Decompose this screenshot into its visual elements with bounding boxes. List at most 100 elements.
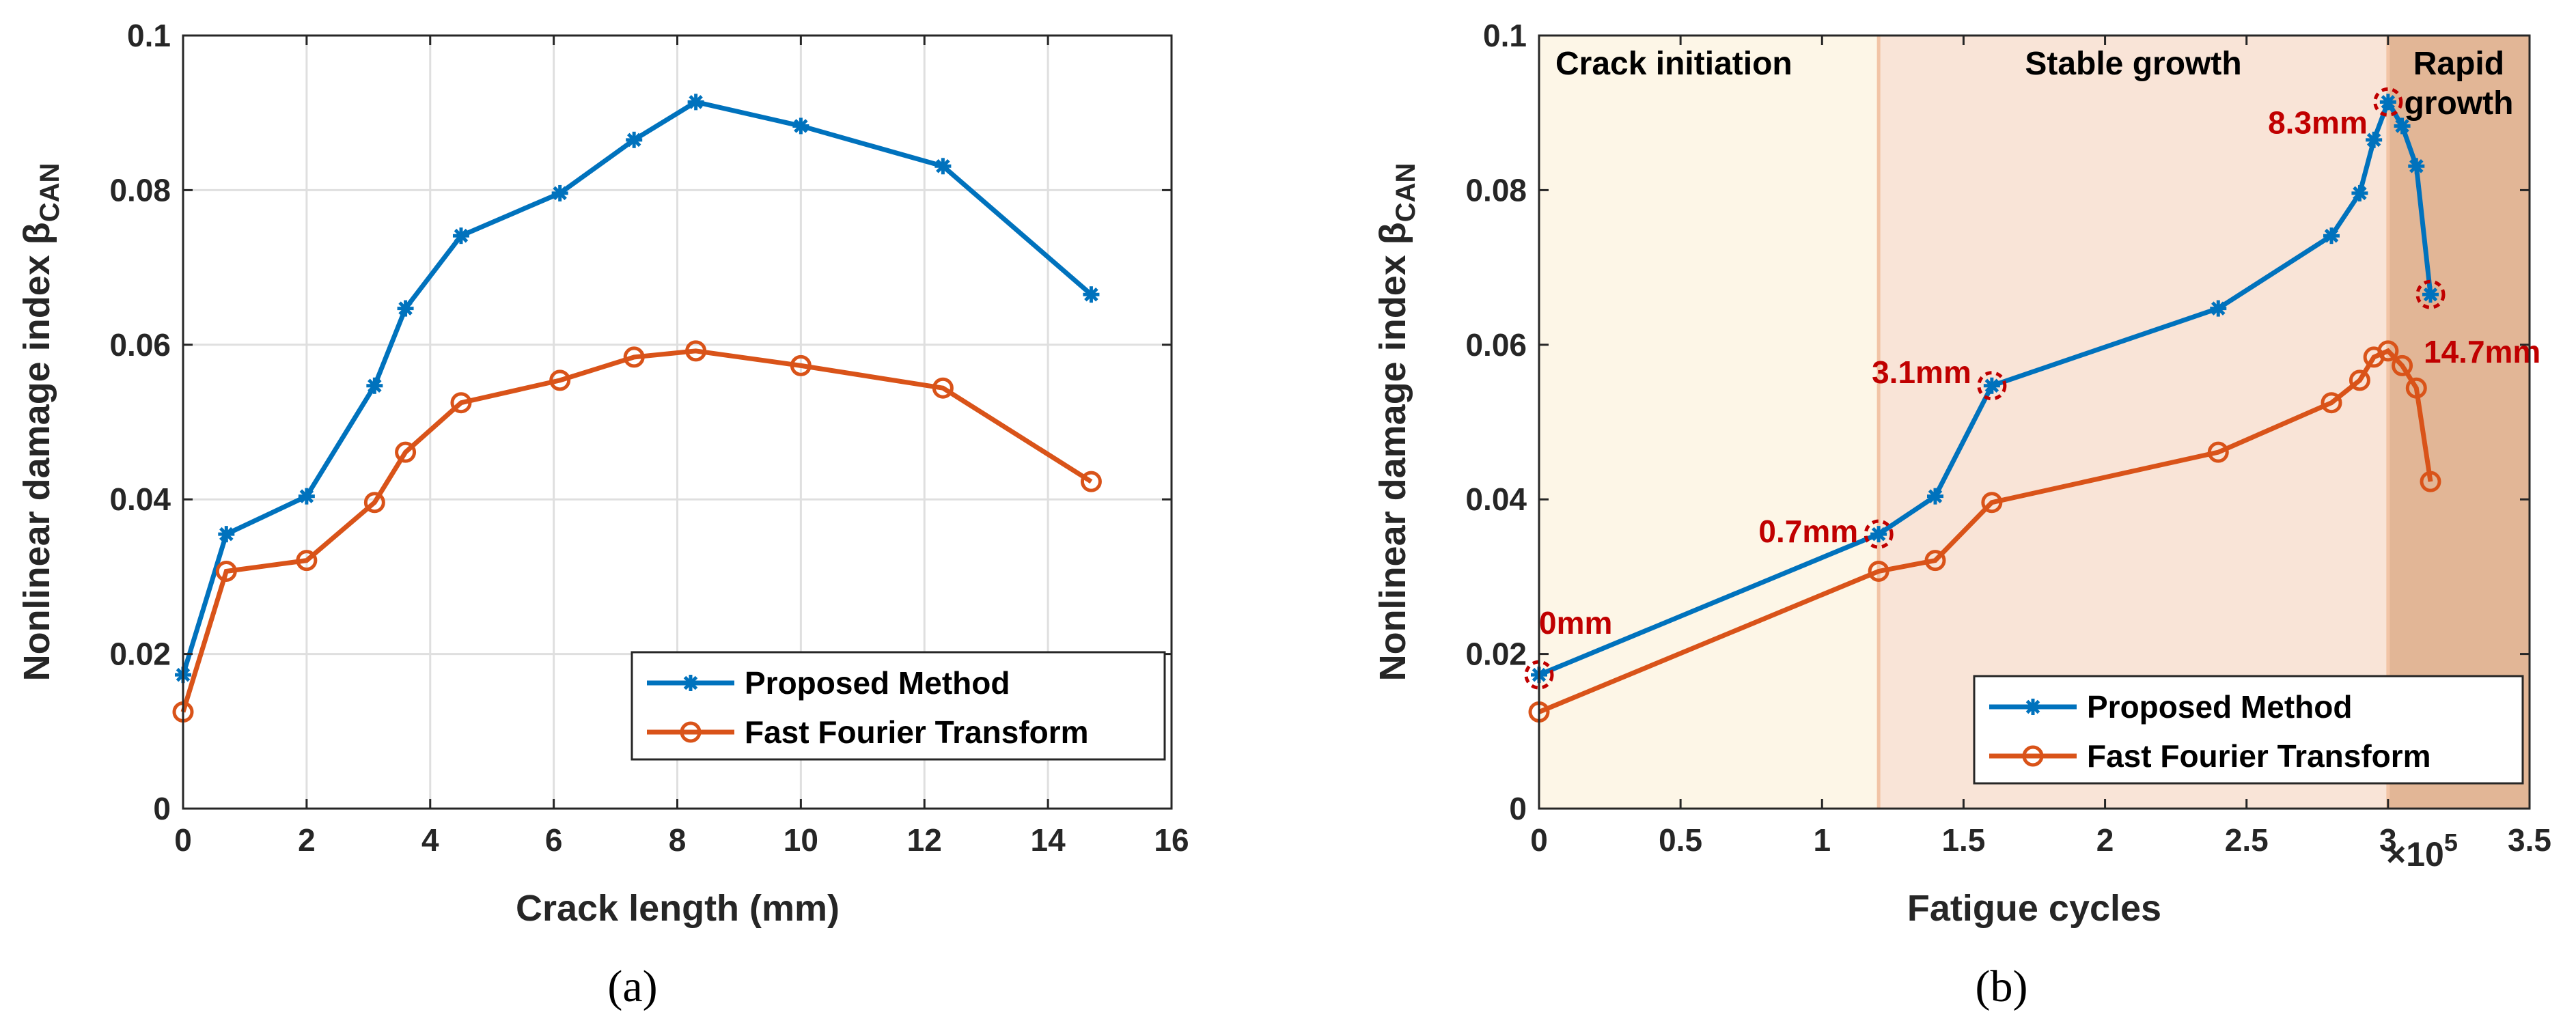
chart-b: Crack initiation Stable growth Rapidgrowth… bbox=[1372, 18, 2551, 1011]
chart-b-x-tick-label-5: 2.5 bbox=[2225, 822, 2269, 858]
chart-a-legend-marker-1 bbox=[680, 721, 702, 743]
chart-b-y-tick-label-2: 0.04 bbox=[1465, 481, 1527, 517]
chart-b-annotation-label-3: 8.3mm bbox=[2268, 104, 2368, 140]
chart-a-series-1-point-9 bbox=[790, 354, 812, 376]
chart-b-series-1-point-6 bbox=[2349, 369, 2370, 391]
chart-b-series-1-point-10 bbox=[2405, 377, 2427, 399]
chart-a-series-0-point-9 bbox=[792, 117, 809, 135]
chart-b-legend: Proposed Method Fast Fourier Transform bbox=[1973, 675, 2524, 785]
chart-b-y-label: Nonlinear damage index βCAN bbox=[1372, 163, 1421, 682]
chart-a-series-1-point-5 bbox=[450, 392, 472, 414]
chart-b-x-tick-label-6: 3 bbox=[2379, 822, 2397, 858]
chart-b-annotation-label-2: 3.1mm bbox=[1872, 354, 1971, 390]
chart-a-plot-area bbox=[172, 94, 1102, 723]
chart-a-series-0-point-6-stroke bbox=[553, 186, 567, 201]
chart-a-x-tick-label-1: 2 bbox=[298, 822, 316, 858]
chart-a-legend-box bbox=[631, 651, 1166, 761]
chart-b-region-label-0-0: Crack initiation bbox=[1555, 46, 1792, 82]
chart-a-series-0-point-6 bbox=[551, 184, 568, 201]
chart-a-series-0-point-10 bbox=[934, 158, 952, 175]
chart-b-legend-label-0: Proposed Method bbox=[2087, 689, 2352, 725]
chart-b-series-0-point-4-stroke bbox=[2211, 301, 2226, 316]
chart-b-annotation-circle-1 bbox=[1864, 519, 1894, 549]
chart-a-x-tick-label-0: 0 bbox=[174, 822, 192, 858]
chart-a-x-tick-label-6: 12 bbox=[907, 822, 942, 858]
chart-a-series-1-point-11 bbox=[1080, 471, 1102, 492]
chart-a-series-0-point-5 bbox=[452, 227, 469, 244]
chart-a-y-tick-label-5: 0.1 bbox=[127, 18, 171, 53]
chart-a-series-1-point-6 bbox=[549, 369, 571, 391]
chart-a-x-tick-label-8: 16 bbox=[1154, 822, 1189, 858]
chart-a-series-0-point-2-stroke bbox=[299, 489, 314, 503]
chart-b-x-tick-label-7: 3.5 bbox=[2508, 822, 2551, 858]
chart-a-caption: (a) bbox=[607, 962, 657, 1011]
chart-b-series-1-point-11 bbox=[2420, 471, 2441, 492]
chart-a-series-0-point-11 bbox=[1083, 286, 1100, 303]
chart-a-y-label-subscript: CAN bbox=[35, 163, 65, 223]
chart-b-series-1-point-9 bbox=[2392, 354, 2413, 376]
chart-a-series-line-0 bbox=[180, 99, 1093, 676]
chart-a-gridlines bbox=[182, 34, 1173, 810]
chart-a-series-0-point-3 bbox=[366, 377, 383, 394]
chart-a-legend: Proposed Method Fast Fourier Transform bbox=[631, 651, 1166, 761]
chart-b-region-label-1-0: Stable growth bbox=[2025, 46, 2241, 82]
chart-b-series-0-point-6-stroke bbox=[2353, 186, 2367, 201]
chart-a: 0 2 4 6 8 10 12 14 16 0 0.02 0.04 0.06 0.08 0.1 Propos… bbox=[16, 18, 1189, 1011]
chart-a-series-0-point-4-stroke bbox=[398, 301, 413, 316]
chart-a-y-tick-label-1: 0.02 bbox=[109, 637, 171, 672]
chart-b-series-0-point-1-stroke bbox=[1871, 527, 1886, 542]
chart-b-plot-area bbox=[1528, 94, 2441, 723]
chart-a-legend-marker-0-stroke bbox=[683, 675, 698, 690]
chart-a-series-0-point-3-stroke bbox=[368, 378, 382, 393]
chart-a-x-tick-label-2: 4 bbox=[421, 822, 439, 858]
chart-a-legend-label-0: Proposed Method bbox=[745, 665, 1010, 701]
chart-b-annotation-circle-4 bbox=[2415, 279, 2446, 309]
chart-b-region-0 bbox=[1539, 36, 1879, 809]
chart-b-x-tick-label-2: 1 bbox=[1813, 822, 1831, 858]
chart-b-annotation-label-0: 0mm bbox=[1539, 605, 1612, 641]
chart-b-x-multiplier-exponent: 5 bbox=[2444, 828, 2458, 856]
chart-a-y-tick-label-2: 0.04 bbox=[109, 481, 171, 517]
chart-a-series-1-point-4 bbox=[395, 441, 417, 463]
chart-b-ticks: 0 0.5 1 1.5 2 2.5 3 3.5 0 0.02 0.04 0.06 0.08 0.1 bbox=[1465, 18, 2551, 858]
chart-a-series-0-point-2 bbox=[298, 488, 315, 505]
chart-b-series-0-point-9 bbox=[2394, 117, 2411, 135]
chart-a-x-tick-label-7: 14 bbox=[1031, 822, 1066, 858]
chart-a-x-label: Crack length (mm) bbox=[516, 888, 840, 929]
chart-b-series-0-point-7 bbox=[2366, 131, 2383, 148]
chart-b-series-0-point-2-stroke bbox=[1928, 489, 1943, 503]
chart-b-series-1-point-5 bbox=[2321, 392, 2342, 414]
chart-a-series-1-point-2 bbox=[296, 550, 318, 572]
chart-b-legend-marker-0 bbox=[2025, 699, 2041, 715]
chart-b-legend-marker-0-stroke bbox=[2025, 699, 2040, 714]
chart-a-series-1-point-3 bbox=[363, 492, 385, 514]
chart-b-caption: (b) bbox=[1976, 962, 2028, 1011]
chart-b-series-0-point-5 bbox=[2323, 227, 2340, 244]
chart-a-series-0-point-9-stroke bbox=[794, 119, 808, 133]
chart-b-x-tick-label-4: 2 bbox=[2096, 822, 2114, 858]
chart-b-series-1-point-8 bbox=[2377, 340, 2399, 362]
chart-b-series-0-point-11 bbox=[2422, 286, 2439, 303]
chart-a-x-tick-label-3: 6 bbox=[545, 822, 563, 858]
chart-b-series-0-point-6 bbox=[2351, 184, 2368, 201]
chart-b-series-1-point-3 bbox=[1981, 492, 2003, 514]
chart-a-series-1-point-7 bbox=[623, 346, 645, 368]
chart-b-series-1-point-2 bbox=[1924, 550, 1946, 572]
chart-b-legend-label-1: Fast Fourier Transform bbox=[2087, 738, 2431, 774]
chart-a-series-0-point-8 bbox=[687, 94, 704, 111]
chart-b-y-tick-label-0: 0 bbox=[1509, 791, 1527, 826]
chart-b-y-tick-label-5: 0.1 bbox=[1483, 18, 1527, 53]
chart-b-y-tick-label-3: 0.06 bbox=[1465, 327, 1527, 363]
chart-a-series-line-1 bbox=[180, 348, 1093, 713]
chart-b-series-0-point-7-stroke bbox=[2366, 132, 2381, 148]
chart-b-series-0-point-2 bbox=[1927, 488, 1943, 505]
chart-a-series-0-point-8-stroke bbox=[689, 95, 703, 109]
chart-b-y-tick-label-4: 0.08 bbox=[1465, 172, 1527, 208]
chart-a-legend-marker-0 bbox=[682, 675, 699, 691]
chart-a-series-0-point-7-stroke bbox=[626, 132, 641, 148]
chart-a-series-0-point-5-stroke bbox=[454, 228, 469, 243]
chart-b-annotation-label-1: 0.7mm bbox=[1758, 514, 1858, 549]
chart-b-series-0-point-3 bbox=[1983, 377, 2000, 394]
chart-a-series-1-point-1 bbox=[215, 560, 237, 582]
